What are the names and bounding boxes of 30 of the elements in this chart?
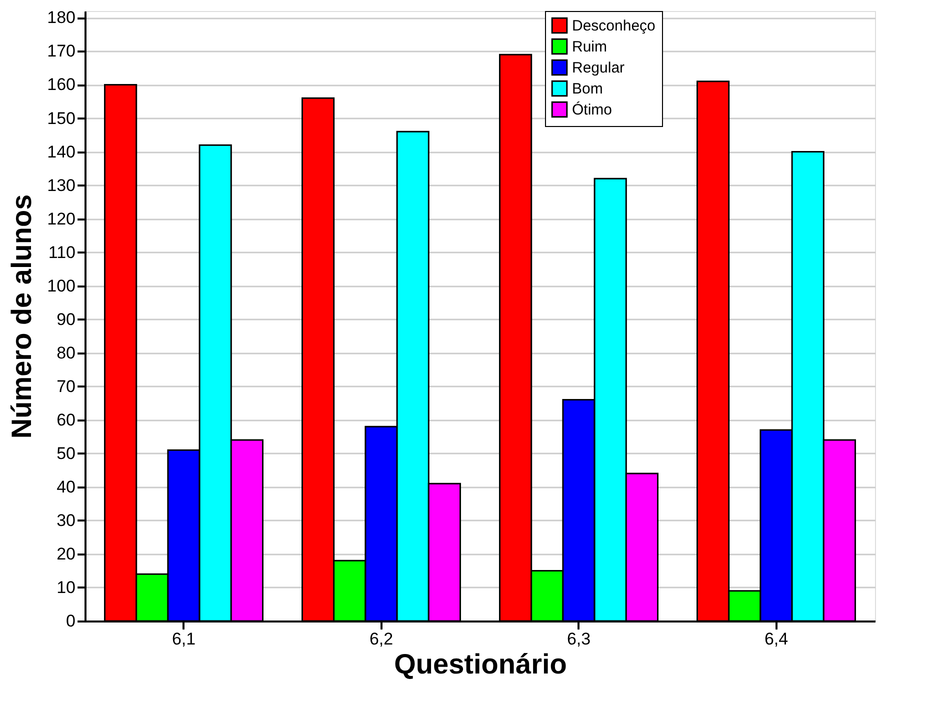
- legend-label: Desconheço: [572, 18, 656, 34]
- legend-label: Ótimo: [572, 100, 612, 118]
- y-tick-label: 70: [56, 376, 76, 396]
- x-tick-label: 6,1: [172, 630, 196, 648]
- y-tick-label: 40: [56, 477, 76, 496]
- y-tick-label: 10: [56, 578, 76, 597]
- y-tick-label: 100: [47, 276, 76, 296]
- y-tick-label: 0: [66, 612, 76, 630]
- y-tick-label: 140: [47, 142, 76, 162]
- y-tick-label: 30: [56, 510, 76, 530]
- legend-label: Ruim: [572, 38, 608, 56]
- x-tick-label: 6,3: [566, 630, 591, 648]
- legend-label: Regular: [572, 60, 625, 76]
- y-tick-label: 60: [56, 410, 76, 430]
- y-tick-label: 110: [48, 242, 76, 262]
- x-tick-label: 6,2: [369, 630, 394, 648]
- y-tick-label: 80: [56, 343, 76, 362]
- y-tick-label: 130: [47, 176, 76, 195]
- y-tick-label: 180: [47, 8, 76, 28]
- y-axis-title: Número de alunos: [6, 194, 38, 439]
- y-tick-label: 20: [56, 544, 76, 564]
- x-tick-label: 6,4: [764, 630, 788, 648]
- legend-label: Bom: [572, 80, 603, 98]
- y-tick-label: 90: [56, 310, 76, 329]
- y-tick-label: 120: [47, 209, 76, 228]
- y-tick-label: 50: [56, 444, 76, 463]
- y-tick-label: 170: [47, 42, 76, 61]
- x-axis-title: Questionário: [394, 648, 567, 680]
- y-tick-label: 150: [47, 108, 76, 128]
- y-tick-label: 160: [47, 75, 76, 94]
